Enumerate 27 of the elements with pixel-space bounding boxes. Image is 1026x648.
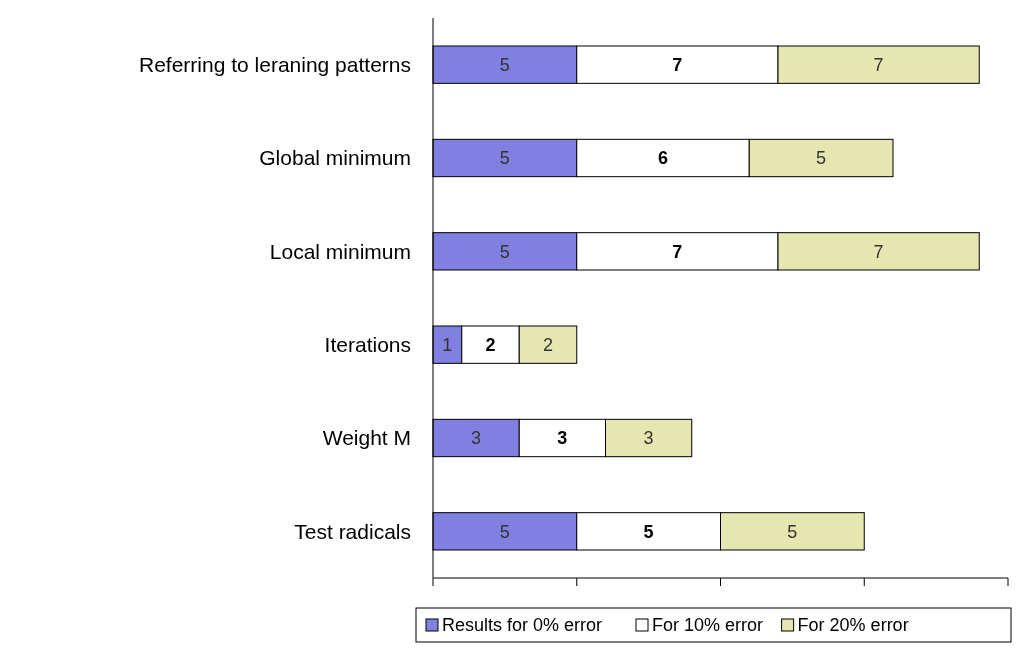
data-label: 2 xyxy=(485,334,496,355)
data-label: 5 xyxy=(787,521,798,542)
data-label: 3 xyxy=(471,428,482,449)
data-label: 5 xyxy=(499,54,510,75)
y-tick-label: Local minimum xyxy=(269,239,411,263)
data-label: 3 xyxy=(557,428,568,449)
y-tick-label: Referring to leraning patterns xyxy=(139,53,411,77)
data-label: 5 xyxy=(499,241,510,262)
data-label: 7 xyxy=(873,54,884,75)
data-label: 5 xyxy=(499,521,510,542)
data-label: 3 xyxy=(643,428,654,449)
y-tick-label: Test radicals xyxy=(294,519,411,543)
data-label: 7 xyxy=(672,241,683,262)
data-label: 7 xyxy=(873,241,884,262)
data-label: 7 xyxy=(672,54,683,75)
y-tick-label: Global minimum xyxy=(259,146,411,170)
y-tick-label: Weight M xyxy=(322,426,411,450)
data-label: 5 xyxy=(499,148,510,169)
data-label: 6 xyxy=(657,148,669,169)
legend-label: For 20% error xyxy=(797,615,909,636)
y-tick-label: Iterations xyxy=(324,333,411,357)
data-label: 5 xyxy=(643,521,654,542)
data-label: 1 xyxy=(442,334,453,355)
data-label: 5 xyxy=(816,148,827,169)
legend-label: For 10% error xyxy=(652,615,764,636)
data-label: 2 xyxy=(542,334,554,355)
legend-label: Results for 0% error xyxy=(442,615,603,636)
